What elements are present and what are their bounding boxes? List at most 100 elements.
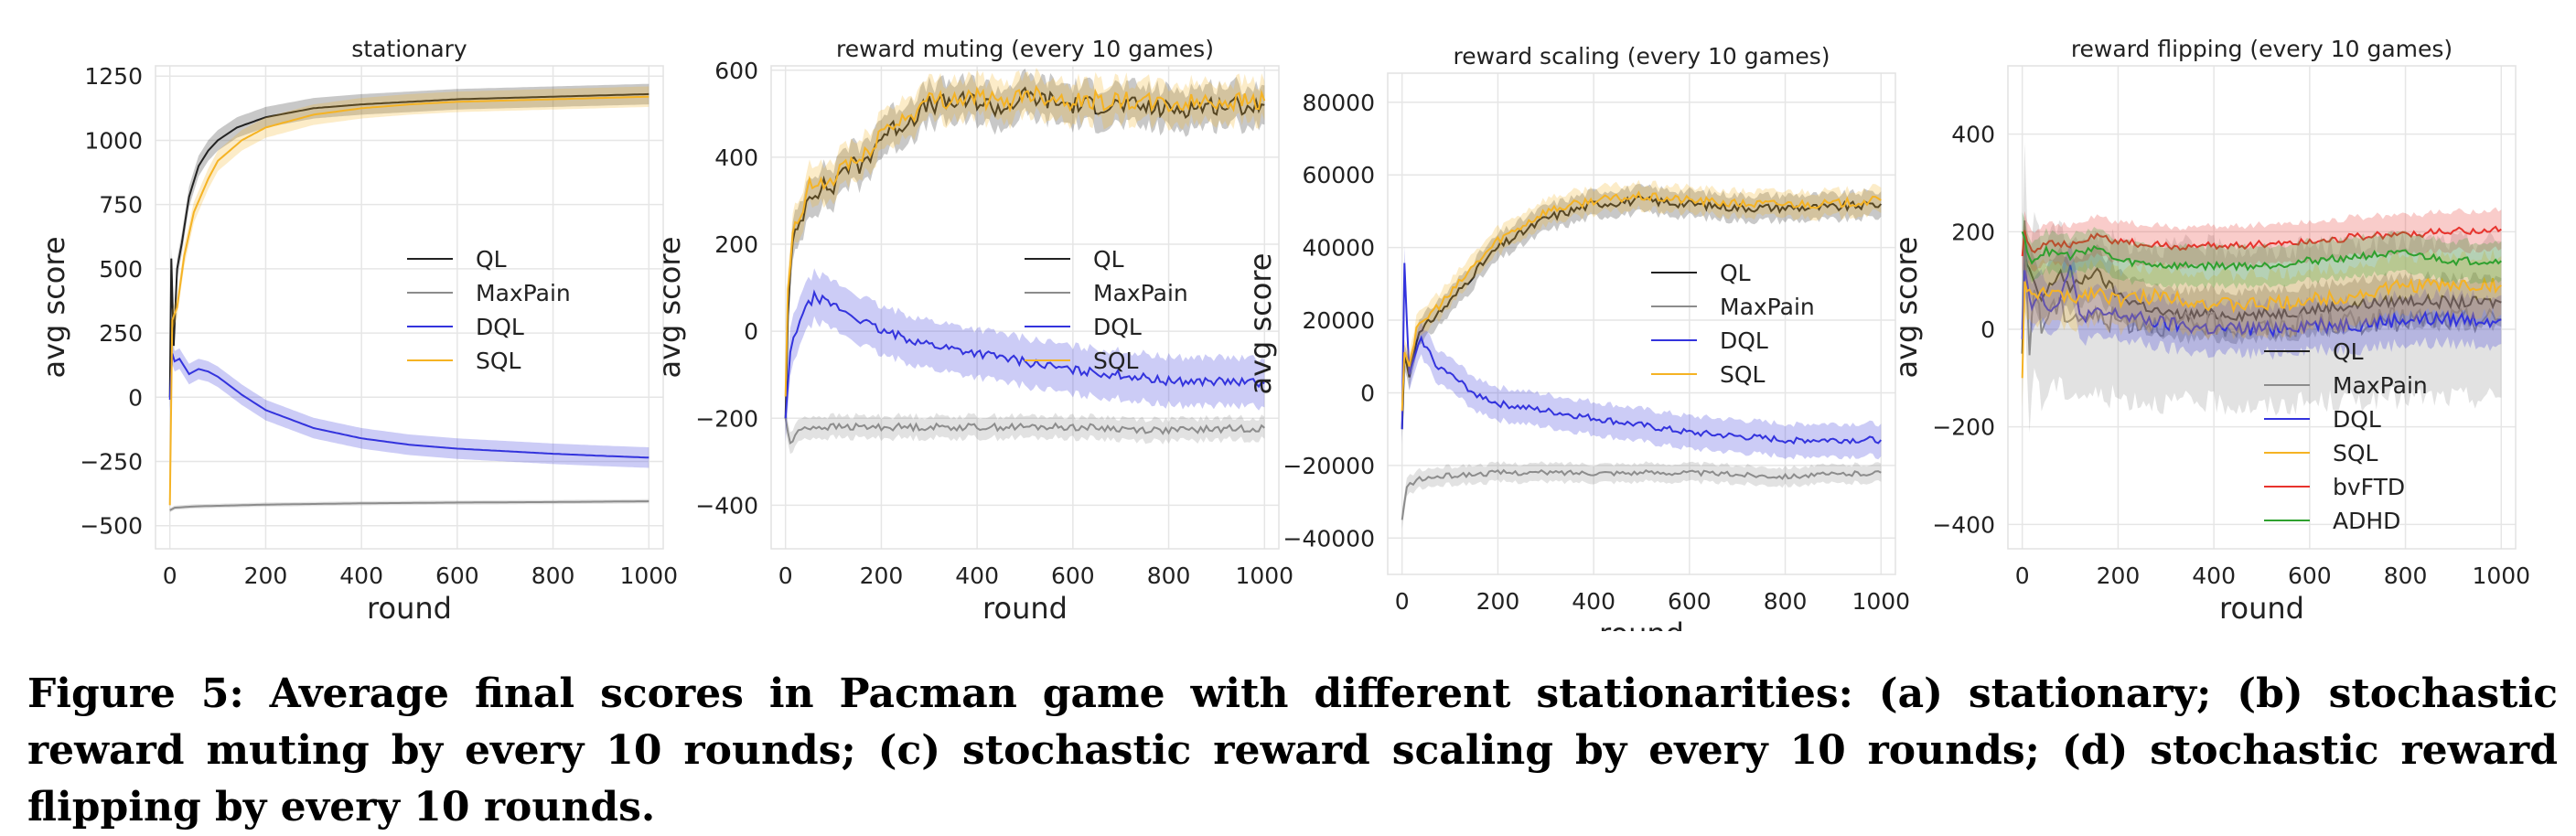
x-axis-label: round	[367, 591, 452, 626]
y-tick-label: −20000	[1283, 453, 1375, 479]
x-tick-label: 0	[1395, 588, 1410, 615]
x-tick-label: 200	[860, 563, 904, 589]
plot-area	[2021, 142, 2502, 434]
legend-label: MaxPain	[1720, 294, 1815, 320]
grid-lines	[771, 66, 1279, 549]
chart-panel-2: 0 200 400 600 800 1000 −400 −200 0 200 400 600 rewar…	[652, 36, 1293, 626]
series-line-sql	[784, 84, 1266, 397]
plot-frame	[2007, 65, 2517, 550]
legend-label: QL	[2333, 338, 2364, 365]
plot-frame	[155, 65, 664, 550]
legend: QL MaxPain DQL SQL	[1651, 260, 1815, 388]
plot-area	[1401, 179, 1883, 530]
y-tick-label: 250	[99, 320, 143, 347]
x-tick-label: 1000	[1852, 588, 1910, 615]
x-axis-label: round	[2219, 591, 2304, 626]
y-tick-label: 60000	[1302, 162, 1375, 188]
confidence-band-sql	[1401, 179, 1882, 424]
confidence-band-adhd	[2022, 212, 2502, 289]
chart-panel-3: 0 200 400 600 800 1000 −40000 −20000 0 20000 40000…	[1243, 43, 1910, 631]
y-tick-label: 400	[1951, 122, 1995, 148]
y-tick-label: 400	[714, 145, 758, 171]
legend: QL MaxPain DQL SQL	[1025, 246, 1188, 374]
y-tick-label: −200	[1932, 414, 1995, 441]
series-line-adhd	[2021, 230, 2502, 272]
y-tick-label: 80000	[1302, 90, 1375, 116]
figure-panels: 0 200 400 600 800 1000 −500 −250 0 250 500 750 1000 1…	[37, 36, 2530, 631]
legend-label: MaxPain	[1093, 280, 1188, 306]
x-tick-label: 200	[2097, 563, 2141, 589]
chart-panel-4: 0 200 400 600 800 1000 −400 −200 0 200 400 reward f…	[1889, 36, 2530, 626]
y-tick-label: 20000	[1302, 307, 1375, 334]
plot-area	[784, 68, 1266, 455]
legend-label: MaxPain	[2333, 372, 2428, 399]
legend-label: SQL	[476, 348, 521, 374]
chart-title: stationary	[351, 36, 467, 62]
y-tick-label: 200	[714, 231, 758, 258]
grid-lines	[1388, 73, 1895, 574]
plot-frame	[770, 65, 1280, 550]
y-tick-label: −200	[695, 405, 758, 432]
legend-label: QL	[476, 246, 507, 273]
y-tick-label: 0	[1980, 316, 1995, 343]
chart-title: reward muting (every 10 games)	[836, 36, 1214, 62]
chart-panel-1: 0 200 400 600 800 1000 −500 −250 0 250 500 750 1000 1…	[37, 36, 678, 626]
y-tick-label: 750	[99, 192, 143, 219]
legend-label: DQL	[1093, 314, 1142, 340]
legend-label: QL	[1093, 246, 1124, 273]
legend-label: SQL	[2333, 440, 2378, 466]
series-line-ql	[168, 92, 649, 398]
y-tick-label: −500	[80, 513, 143, 540]
confidence-band-dql	[2022, 241, 2502, 364]
chart-title: reward scaling (every 10 games)	[1454, 43, 1830, 70]
series-line-bvftd	[2021, 225, 2502, 257]
x-tick-label: 200	[244, 563, 288, 589]
x-tick-label: 0	[2015, 563, 2030, 589]
legend-label: ADHD	[2333, 508, 2400, 534]
x-tick-label: 1000	[1235, 563, 1293, 589]
confidence-band-maxpain	[2022, 142, 2502, 434]
plot-area	[168, 83, 649, 516]
grid-lines	[156, 66, 663, 549]
series-line-dql	[2021, 264, 2502, 339]
x-axis-label: round	[1599, 616, 1684, 631]
y-axis-label: avg score	[1243, 252, 1278, 394]
legend-label: MaxPain	[476, 280, 571, 306]
y-tick-label: 200	[1951, 219, 1995, 245]
y-tick-label: −250	[80, 449, 143, 476]
y-tick-label: 0	[128, 384, 143, 411]
x-tick-label: 1000	[619, 563, 678, 589]
legend-label: SQL	[1093, 348, 1139, 374]
figure-caption: Figure 5: Average final scores in Pacman…	[27, 670, 2558, 831]
y-tick-label: −400	[695, 492, 758, 519]
x-tick-label: 200	[1476, 588, 1520, 615]
series-line-maxpain	[784, 418, 1265, 445]
confidence-band-sql	[785, 68, 1265, 416]
x-tick-label: 400	[339, 563, 383, 589]
confidence-band-ql	[785, 68, 1265, 438]
y-tick-label: 0	[1360, 380, 1375, 406]
series-line-dql	[784, 289, 1265, 419]
legend-label: DQL	[476, 314, 524, 340]
x-tick-label: 600	[1051, 563, 1095, 589]
x-tick-label: 800	[1147, 563, 1191, 589]
legend-label: SQL	[1720, 361, 1766, 388]
y-axis-label: avg score	[1889, 236, 1924, 378]
x-tick-label: 1000	[2472, 563, 2530, 589]
legend-label: bvFTD	[2333, 474, 2405, 500]
legend: QL MaxPain DQL SQL	[407, 246, 571, 374]
y-tick-label: −400	[1932, 511, 1995, 538]
x-tick-label: 600	[435, 563, 479, 589]
y-axis-label: avg score	[652, 236, 687, 378]
confidence-band-ql	[2022, 229, 2502, 379]
confidence-band-sql	[2022, 249, 2502, 408]
confidence-band-bvftd	[2022, 207, 2502, 276]
x-tick-label: 800	[2384, 563, 2428, 589]
confidence-band-dql	[785, 268, 1265, 443]
series-line-ql	[2021, 252, 2502, 354]
series-line-sql	[2021, 276, 2502, 379]
series-line-sql	[168, 95, 649, 506]
y-tick-label: 500	[99, 256, 143, 283]
x-tick-label: 0	[778, 563, 793, 589]
x-tick-label: 400	[955, 563, 999, 589]
